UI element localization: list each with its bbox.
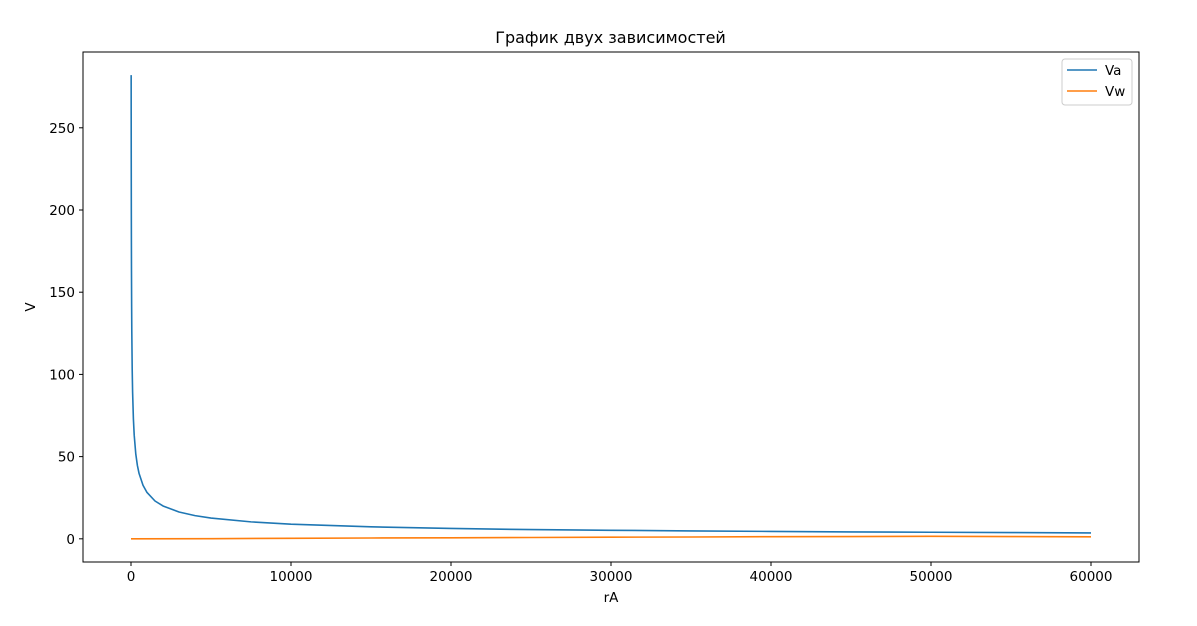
chart-title: График двух зависимостей xyxy=(495,28,726,47)
x-tick-label: 20000 xyxy=(430,569,473,585)
legend-label-vw: Vw xyxy=(1105,84,1125,100)
legend-label-va: Va xyxy=(1105,63,1121,79)
y-tick-label: 150 xyxy=(49,285,75,301)
x-tick-label: 50000 xyxy=(910,569,953,585)
x-tick-label: 30000 xyxy=(590,569,633,585)
y-tick-label: 50 xyxy=(58,450,75,466)
y-tick-label: 250 xyxy=(49,121,75,137)
x-axis: 0 10000 20000 30000 40000 50000 60000 xyxy=(127,562,1113,585)
y-tick-label: 200 xyxy=(49,203,75,219)
y-tick-label: 100 xyxy=(49,367,75,383)
series-line-va xyxy=(130,75,1092,534)
y-tick-label: 0 xyxy=(66,532,75,548)
x-tick-label: 60000 xyxy=(1070,569,1113,585)
x-tick-label: 40000 xyxy=(750,569,793,585)
y-axis-label: V xyxy=(23,302,39,312)
legend: Va Vw xyxy=(1061,58,1133,106)
series-layer xyxy=(130,75,1092,540)
x-tick-label: 10000 xyxy=(270,569,313,585)
y-axis: 0 50 100 150 200 250 xyxy=(49,121,83,548)
x-axis-label: rA xyxy=(604,590,620,606)
x-tick-label: 0 xyxy=(127,569,136,585)
series-line-vw xyxy=(130,535,1092,540)
